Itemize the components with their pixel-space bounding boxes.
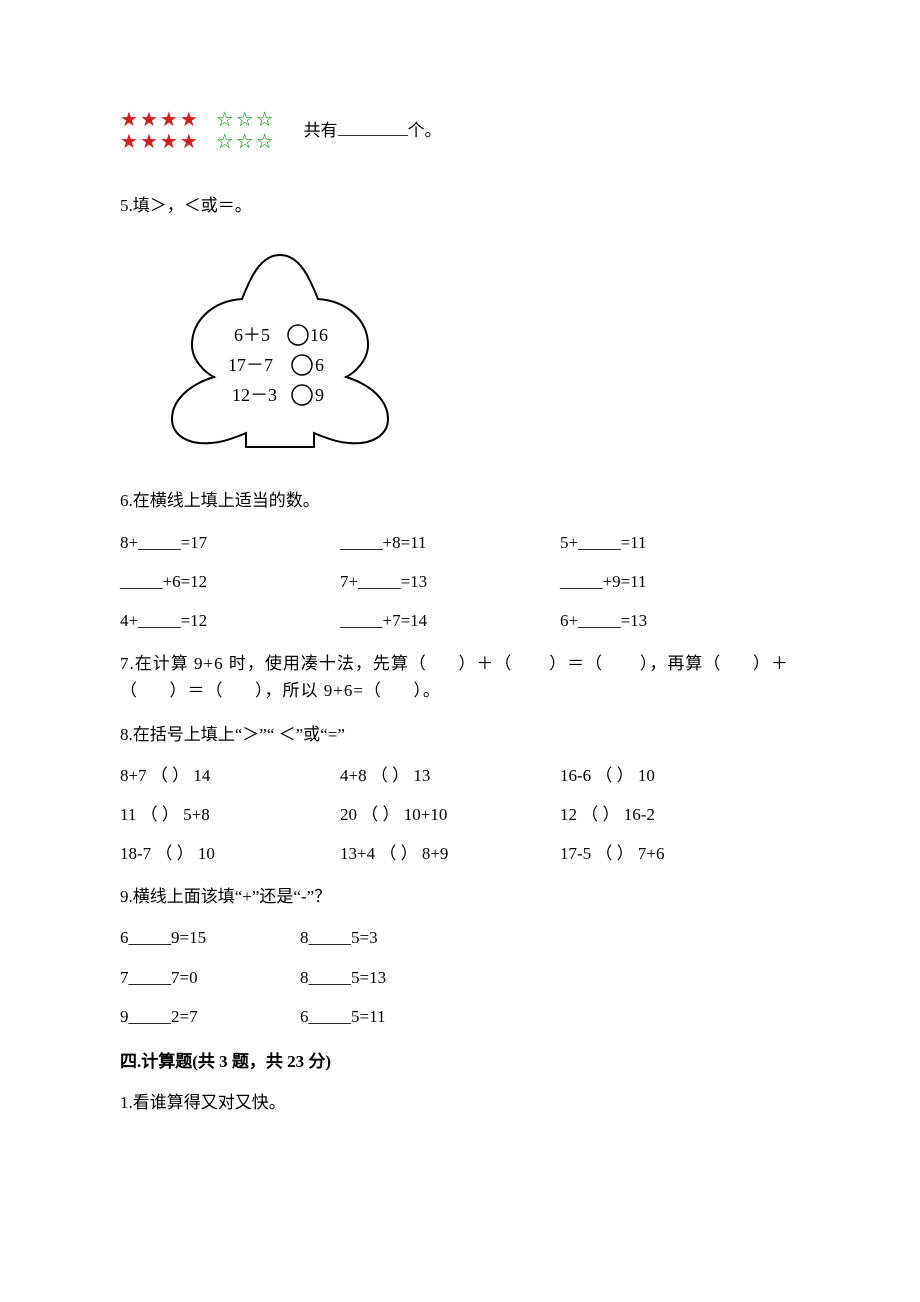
star-green-icon: ☆ bbox=[216, 132, 234, 152]
question-9: 9.横线上面该填“+”还是“-”？ 6_____9=15 8_____5=3 7… bbox=[120, 883, 800, 1030]
q8-r3-c2: 13+4 （ ） 8+9 bbox=[340, 840, 560, 867]
question-7: 7.在计算 9+6 时，使用凑十法，先算（ ）＋（ ）＝（ ），再算（ ）＋（ … bbox=[120, 650, 800, 704]
section-4-q1: 1.看谁算得又对又快。 bbox=[120, 1089, 800, 1116]
q8-row-1: 8+7 （ ） 14 4+8 （ ） 13 16-6 （ ） 10 bbox=[120, 762, 800, 789]
q6-label: 6.在横线上填上适当的数。 bbox=[120, 487, 800, 514]
q9-r2-c2: 8_____5=13 bbox=[300, 964, 386, 991]
star-grid: ★★★★☆☆☆ ★★★★☆☆☆ bbox=[120, 110, 274, 152]
q9-r3-c1: 9_____2=7 bbox=[120, 1003, 300, 1030]
q8-r3-c1: 18-7 （ ） 10 bbox=[120, 840, 340, 867]
star-red-icon: ★ bbox=[120, 132, 138, 152]
tree-svg: 6＋5 16 17－7 6 12－3 9 bbox=[140, 249, 420, 449]
q9-r3-c2: 6_____5=11 bbox=[300, 1003, 385, 1030]
q5-line-2: 17－7 6 bbox=[228, 355, 324, 375]
star-green-icon: ☆ bbox=[256, 110, 274, 130]
q8-r2-c1: 11 （ ） 5+8 bbox=[120, 801, 340, 828]
star-row-1: ★★★★☆☆☆ bbox=[120, 110, 274, 130]
star-red-icon: ★ bbox=[140, 110, 158, 130]
star-question: ★★★★☆☆☆ ★★★★☆☆☆ 共有个。 bbox=[120, 110, 800, 152]
q7-text: 7.在计算 9+6 时，使用凑十法，先算（ ）＋（ ）＝（ ），再算（ ）＋（ … bbox=[120, 650, 800, 704]
q8-r1-c2: 4+8 （ ） 13 bbox=[340, 762, 560, 789]
q8-r2-c2: 20 （ ） 10+10 bbox=[340, 801, 560, 828]
q9-r1-c2: 8_____5=3 bbox=[300, 924, 378, 951]
section-4-title: 四.计算题(共 3 题，共 23 分) bbox=[120, 1048, 800, 1075]
star-red-icon: ★ bbox=[180, 110, 198, 130]
q9-row-3: 9_____2=7 6_____5=11 bbox=[120, 1003, 800, 1030]
q5-line-1: 6＋5 16 bbox=[234, 325, 328, 345]
q8-r3-c3: 17-5 （ ） 7+6 bbox=[560, 840, 780, 867]
q5-l1-rhs: 16 bbox=[310, 325, 328, 345]
q6-r3-c2: _____+7=14 bbox=[340, 607, 560, 634]
q6-r2-c1: _____+6=12 bbox=[120, 568, 340, 595]
q6-r1-c3: 5+_____=11 bbox=[560, 529, 780, 556]
star-red-icon: ★ bbox=[160, 132, 178, 152]
q5-line-3: 12－3 9 bbox=[232, 385, 324, 405]
q5-circle-1 bbox=[288, 325, 308, 345]
star-green-icon: ☆ bbox=[236, 110, 254, 130]
q9-r1-c1: 6_____9=15 bbox=[120, 924, 300, 951]
question-6: 6.在横线上填上适当的数。 8+_____=17 _____+8=11 5+__… bbox=[120, 487, 800, 634]
q5-l1-lhs: 6＋5 bbox=[234, 325, 270, 345]
star-red-icon: ★ bbox=[180, 132, 198, 152]
tree-outline bbox=[172, 255, 388, 447]
star-green-icon: ☆ bbox=[236, 132, 254, 152]
star-red-icon: ★ bbox=[120, 110, 138, 130]
q9-r2-c1: 7_____7=0 bbox=[120, 964, 300, 991]
q5-l2-rhs: 6 bbox=[315, 355, 324, 375]
question-5: 5.填＞，＜或＝。 6＋5 16 17－7 6 12－3 9 bbox=[120, 192, 800, 457]
question-8: 8.在括号上填上“＞”“ ＜”或“=” 8+7 （ ） 14 4+8 （ ） 1… bbox=[120, 721, 800, 868]
q8-r2-c3: 12 （ ） 16-2 bbox=[560, 801, 780, 828]
q9-label: 9.横线上面该填“+”还是“-”？ bbox=[120, 883, 800, 910]
q6-r3-c1: 4+_____=12 bbox=[120, 607, 340, 634]
q8-r1-c3: 16-6 （ ） 10 bbox=[560, 762, 780, 789]
star-green-icon: ☆ bbox=[256, 132, 274, 152]
q9-row-2: 7_____7=0 8_____5=13 bbox=[120, 964, 800, 991]
q6-r2-c3: _____+9=11 bbox=[560, 568, 780, 595]
q6-r1-c2: _____+8=11 bbox=[340, 529, 560, 556]
q8-row-3: 18-7 （ ） 10 13+4 （ ） 8+9 17-5 （ ） 7+6 bbox=[120, 840, 800, 867]
q9-row-1: 6_____9=15 8_____5=3 bbox=[120, 924, 800, 951]
star-red-icon: ★ bbox=[140, 132, 158, 152]
q6-r1-c1: 8+_____=17 bbox=[120, 529, 340, 556]
q5-l2-lhs: 17－7 bbox=[228, 355, 273, 375]
total-prefix: 共有 bbox=[304, 121, 338, 140]
q5-circle-2 bbox=[292, 355, 312, 375]
q6-row-1: 8+_____=17 _____+8=11 5+_____=11 bbox=[120, 529, 800, 556]
q8-row-2: 11 （ ） 5+8 20 （ ） 10+10 12 （ ） 16-2 bbox=[120, 801, 800, 828]
q8-label: 8.在括号上填上“＞”“ ＜”或“=” bbox=[120, 721, 800, 748]
q5-l3-lhs: 12－3 bbox=[232, 385, 277, 405]
star-green-icon: ☆ bbox=[216, 110, 234, 130]
q8-r1-c1: 8+7 （ ） 14 bbox=[120, 762, 340, 789]
q6-row-3: 4+_____=12 _____+7=14 6+_____=13 bbox=[120, 607, 800, 634]
star-total-text: 共有 个。 bbox=[304, 117, 442, 144]
q5-tree: 6＋5 16 17－7 6 12－3 9 bbox=[140, 249, 800, 457]
q5-l3-rhs: 9 bbox=[315, 385, 324, 405]
total-suffix: 个。 bbox=[408, 121, 442, 140]
q6-r2-c2: 7+_____=13 bbox=[340, 568, 560, 595]
star-red-icon: ★ bbox=[160, 110, 178, 130]
star-row-2: ★★★★☆☆☆ bbox=[120, 132, 274, 152]
q6-row-2: _____+6=12 7+_____=13 _____+9=11 bbox=[120, 568, 800, 595]
q6-r3-c3: 6+_____=13 bbox=[560, 607, 780, 634]
total-blank bbox=[338, 119, 408, 136]
q5-label: 5.填＞，＜或＝。 bbox=[120, 192, 800, 219]
q5-circle-3 bbox=[292, 385, 312, 405]
